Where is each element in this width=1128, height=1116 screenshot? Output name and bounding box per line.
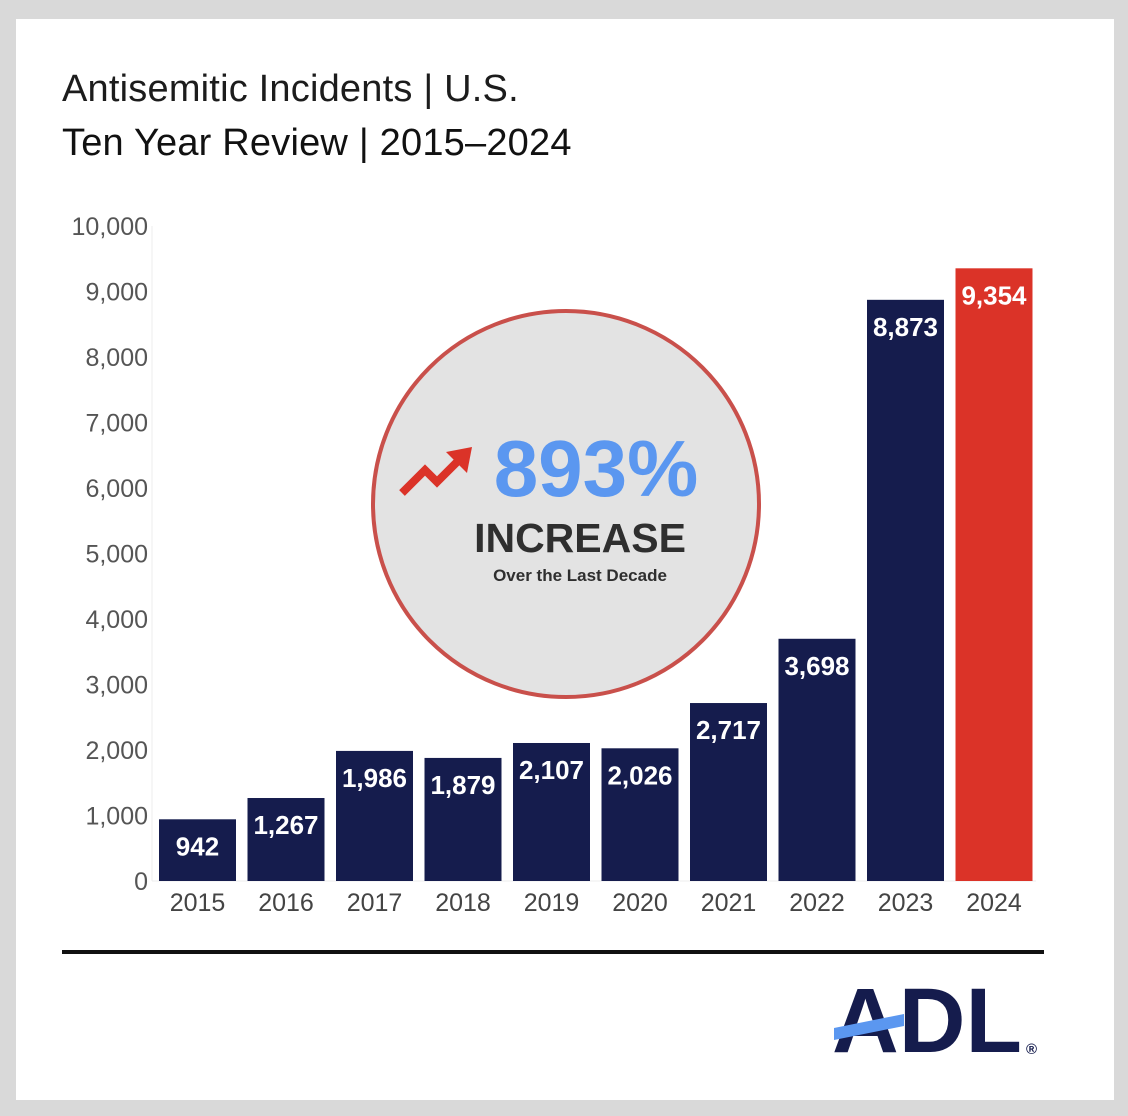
x-tick-label: 2019 bbox=[524, 889, 580, 917]
logo-stripe bbox=[834, 1014, 904, 1040]
y-tick-label: 5,000 bbox=[85, 541, 148, 569]
logo-wordmark: ADL bbox=[832, 978, 1022, 1058]
bar-value-label: 2,717 bbox=[696, 715, 761, 745]
bar-2020 bbox=[601, 748, 679, 881]
y-tick-label: 2,000 bbox=[85, 737, 148, 765]
bar-2023 bbox=[867, 299, 944, 882]
bars: 942 1,267 1,986 1,879 2,107 2,026 2,717 3,698 8,… bbox=[159, 268, 1033, 882]
bar-value-label: 1,986 bbox=[342, 763, 407, 793]
bar-2021 bbox=[690, 703, 767, 881]
bar-value-label: 9,354 bbox=[961, 280, 1027, 310]
x-tick-label: 2015 bbox=[170, 889, 226, 917]
y-tick-label: 10,000 bbox=[72, 213, 148, 241]
divider-line bbox=[62, 950, 1044, 954]
bar-value-label: 1,879 bbox=[430, 770, 495, 800]
y-tick-label: 9,000 bbox=[85, 279, 148, 307]
x-axis: 2015 2016 2017 2018 2019 2020 2021 2022 2023 2024 bbox=[170, 889, 1022, 917]
bar-2018 bbox=[424, 757, 502, 881]
x-tick-label: 2018 bbox=[435, 889, 491, 917]
y-tick-label: 3,000 bbox=[85, 672, 148, 700]
bar-value-label: 1,267 bbox=[253, 810, 318, 840]
bar-2019 bbox=[513, 742, 590, 881]
bar-2017 bbox=[336, 750, 413, 881]
callout-value: 893% bbox=[494, 424, 699, 513]
registered-mark: ® bbox=[1026, 1041, 1037, 1058]
callout-circle bbox=[371, 309, 761, 699]
increase-callout: 893% INCREASE Over the Last Decade bbox=[371, 309, 761, 699]
x-tick-label: 2017 bbox=[347, 889, 403, 917]
x-tick-label: 2024 bbox=[966, 889, 1022, 917]
bar-value-label: 942 bbox=[176, 831, 219, 861]
x-tick-label: 2023 bbox=[878, 889, 934, 917]
x-tick-label: 2022 bbox=[789, 889, 845, 917]
bar-value-label: 8,873 bbox=[873, 312, 938, 342]
y-tick-label: 4,000 bbox=[85, 606, 148, 634]
y-tick-label: 7,000 bbox=[85, 410, 148, 438]
y-axis: 0 1,000 2,000 3,000 4,000 5,000 6,000 7,000 8,00… bbox=[72, 213, 1036, 896]
x-tick-label: 2021 bbox=[701, 889, 757, 917]
adl-logo: ADL ® bbox=[832, 978, 1037, 1058]
bar-value-label: 2,026 bbox=[607, 760, 672, 790]
x-tick-label: 2020 bbox=[612, 889, 668, 917]
bar-value-label: 3,698 bbox=[784, 651, 849, 681]
bar-2015 bbox=[159, 819, 236, 881]
bar-value-label: 2,107 bbox=[519, 755, 584, 785]
y-tick-label: 1,000 bbox=[85, 803, 148, 831]
y-tick-label: 0 bbox=[134, 868, 148, 896]
bar-2024 bbox=[955, 268, 1033, 881]
chart-subtitle: Ten Year Review | 2015–2024 bbox=[62, 122, 572, 164]
callout-label: INCREASE bbox=[474, 515, 686, 561]
chart-title: Antisemitic Incidents | U.S. bbox=[62, 68, 519, 110]
bar-2022 bbox=[778, 638, 856, 881]
bar-2016 bbox=[247, 798, 325, 881]
callout-sublabel: Over the Last Decade bbox=[493, 566, 667, 585]
y-tick-label: 8,000 bbox=[85, 344, 148, 372]
trend-up-arrow-icon bbox=[399, 447, 472, 496]
x-tick-label: 2016 bbox=[258, 889, 314, 917]
y-tick-label: 6,000 bbox=[85, 475, 148, 503]
